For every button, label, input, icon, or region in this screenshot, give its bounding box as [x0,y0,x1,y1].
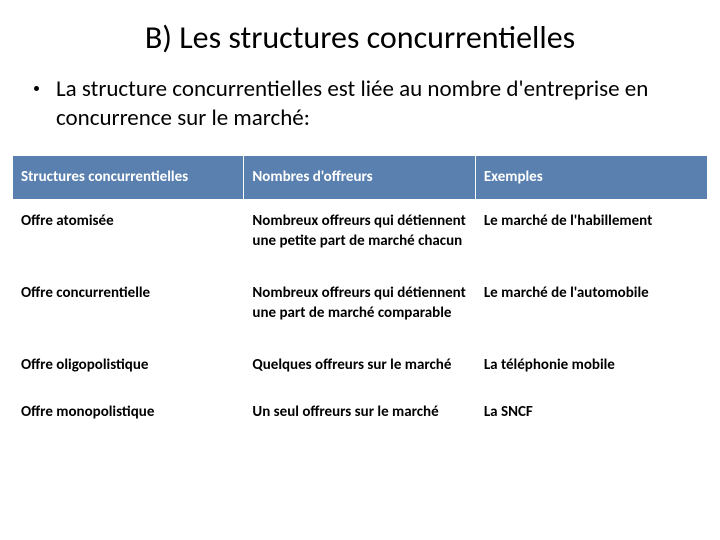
slide-title: B) Les structures concurrentielles [12,18,708,57]
table-header-cell: Structures concurrentielles [13,155,244,200]
table-cell: Un seul offreurs sur le marché [244,390,475,433]
table-row: Offre concurrentielle Nombreux offreurs … [13,272,708,344]
table-cell: Offre atomisée [13,200,244,272]
table-cell: Offre concurrentielle [13,272,244,344]
table-cell: Offre oligopolistique [13,344,244,391]
bullet-item: La structure concurrentielles est liée a… [12,75,708,133]
table-cell: Nombreux offreurs qui détiennent une pet… [244,200,475,272]
table-cell: Nombreux offreurs qui détiennent une par… [244,272,475,344]
table-cell: Le marché de l'habillement [475,200,707,272]
bullet-dot-icon [34,86,39,91]
table-header-row: Structures concurrentielles Nombres d'of… [13,155,708,200]
structures-table: Structures concurrentielles Nombres d'of… [12,155,708,434]
table-cell: Quelques offreurs sur le marché [244,344,475,391]
table-row: Offre monopolistique Un seul offreurs su… [13,390,708,433]
table-cell: Le marché de l'automobile [475,272,707,344]
table-row: Offre oligopolistique Quelques offreurs … [13,344,708,391]
table-cell: La téléphonie mobile [475,344,707,391]
table-cell: La SNCF [475,390,707,433]
table-header-cell: Nombres d'offreurs [244,155,475,200]
table-header-cell: Exemples [475,155,707,200]
table-row: Offre atomisée Nombreux offreurs qui dét… [13,200,708,272]
table-cell: Offre monopolistique [13,390,244,433]
bullet-text: La structure concurrentielles est liée a… [56,75,708,133]
